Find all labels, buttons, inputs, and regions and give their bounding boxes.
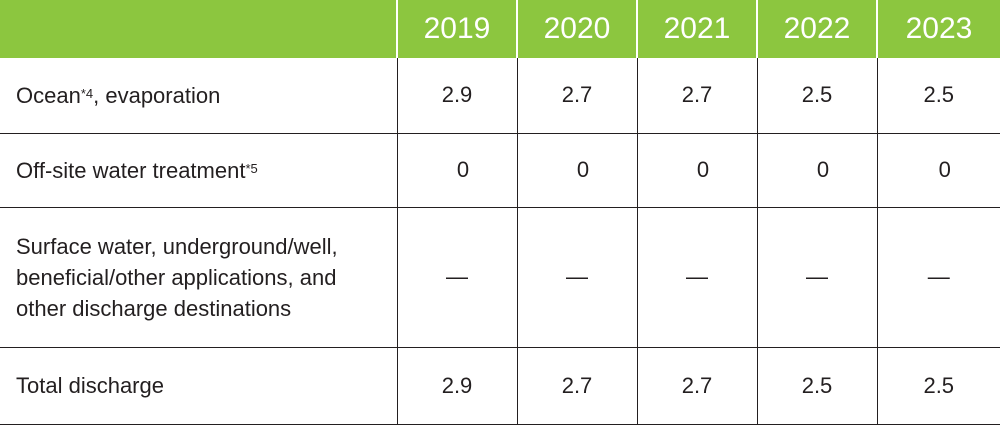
value-cell-2021: 2.7 bbox=[636, 58, 757, 134]
value: — bbox=[927, 264, 950, 289]
value-cell-2021: 2.7 bbox=[636, 347, 757, 425]
row-label-line-3: other discharge destinations bbox=[16, 295, 292, 321]
table-row-total-discharge: Total discharge 2.9 2.7 2.7 2.5 2.5 bbox=[0, 347, 1000, 425]
row-label-text: Off-site water treatment bbox=[16, 157, 246, 183]
value-cell-2020: 2.7 bbox=[516, 58, 637, 134]
value-cell-2019: 2.9 bbox=[396, 58, 517, 134]
value-cell-2022: 0 bbox=[756, 133, 877, 208]
header-row: 2019 2020 2021 2022 2023 bbox=[0, 0, 1000, 58]
value-cell-2020: 0 bbox=[516, 133, 637, 208]
value-cell-2019: — bbox=[396, 207, 517, 348]
year-header-2022: 2022 bbox=[756, 0, 877, 58]
table-row-ocean: Ocean*4, evaporation 2.9 2.7 2.7 2.5 2.5 bbox=[0, 58, 1000, 134]
value-cell-2023: 2.5 bbox=[876, 58, 1000, 134]
footnote-marker: *4 bbox=[80, 85, 94, 101]
value: 2.9 bbox=[441, 372, 473, 398]
row-label-line-1: Surface water, underground/well, bbox=[16, 233, 338, 259]
row-label: Surface water, underground/well, benefic… bbox=[0, 207, 397, 348]
value-cell-2020: 2.7 bbox=[516, 347, 637, 425]
value: 0 bbox=[816, 157, 830, 182]
header-blank-cell bbox=[0, 0, 397, 58]
year-header-2021: 2021 bbox=[636, 0, 757, 58]
value: 0 bbox=[576, 157, 590, 182]
value-cell-2022: 2.5 bbox=[756, 58, 877, 134]
value-cell-2021: — bbox=[636, 207, 757, 348]
value-cell-2020: — bbox=[516, 207, 637, 348]
row-label: Total discharge bbox=[0, 347, 397, 425]
value-cell-2023: 0 bbox=[876, 133, 1000, 208]
value: 2.7 bbox=[561, 82, 593, 108]
row-label-text: Total discharge bbox=[16, 373, 164, 398]
row-label-line-2: beneficial/other applications, and bbox=[16, 264, 337, 290]
value: 2.5 bbox=[923, 372, 955, 398]
year-header-2020: 2020 bbox=[516, 0, 637, 58]
value-cell-2022: 2.5 bbox=[756, 347, 877, 425]
row-label: Ocean*4, evaporation bbox=[0, 58, 397, 134]
row-label-text: Ocean bbox=[16, 82, 81, 108]
value-cell-2023: 2.5 bbox=[876, 347, 1000, 425]
value: 2.5 bbox=[801, 82, 833, 108]
value-cell-2022: — bbox=[756, 207, 877, 348]
value: — bbox=[566, 264, 588, 289]
value: 2.7 bbox=[681, 82, 713, 108]
table-row-offsite-treatment: Off-site water treatment*5 0 0 0 0 0 bbox=[0, 133, 1000, 208]
value: 2.7 bbox=[561, 372, 593, 398]
table-row-other-destinations: Surface water, underground/well, benefic… bbox=[0, 207, 1000, 348]
footnote-marker: *5 bbox=[245, 160, 258, 176]
value-cell-2021: 0 bbox=[636, 133, 757, 208]
row-label-suffix: , evaporation bbox=[93, 82, 221, 108]
value: — bbox=[686, 264, 708, 289]
value-cell-2023: — bbox=[876, 207, 1000, 348]
year-header-2019: 2019 bbox=[396, 0, 517, 58]
year-header-2023: 2023 bbox=[876, 0, 1000, 58]
value: — bbox=[806, 264, 828, 289]
value: 2.9 bbox=[441, 82, 473, 108]
value: 2.5 bbox=[801, 372, 833, 398]
value: 0 bbox=[696, 157, 710, 182]
value: 0 bbox=[456, 157, 470, 182]
row-label: Off-site water treatment*5 bbox=[0, 133, 397, 208]
value-cell-2019: 0 bbox=[396, 133, 517, 208]
value-cell-2019: 2.9 bbox=[396, 347, 517, 425]
value: 2.5 bbox=[923, 82, 955, 108]
value: 2.7 bbox=[681, 372, 713, 398]
value: 0 bbox=[938, 157, 951, 182]
value: — bbox=[446, 264, 468, 289]
